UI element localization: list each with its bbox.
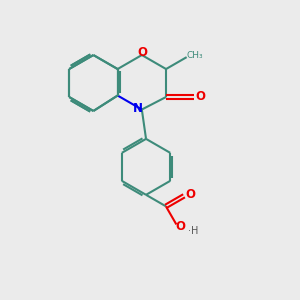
Text: ·H: ·H	[188, 226, 198, 236]
Text: O: O	[185, 188, 196, 201]
Text: CH₃: CH₃	[187, 51, 203, 60]
Text: O: O	[176, 220, 186, 233]
Text: N: N	[133, 101, 143, 115]
Text: O: O	[137, 46, 147, 59]
Text: O: O	[196, 91, 206, 103]
